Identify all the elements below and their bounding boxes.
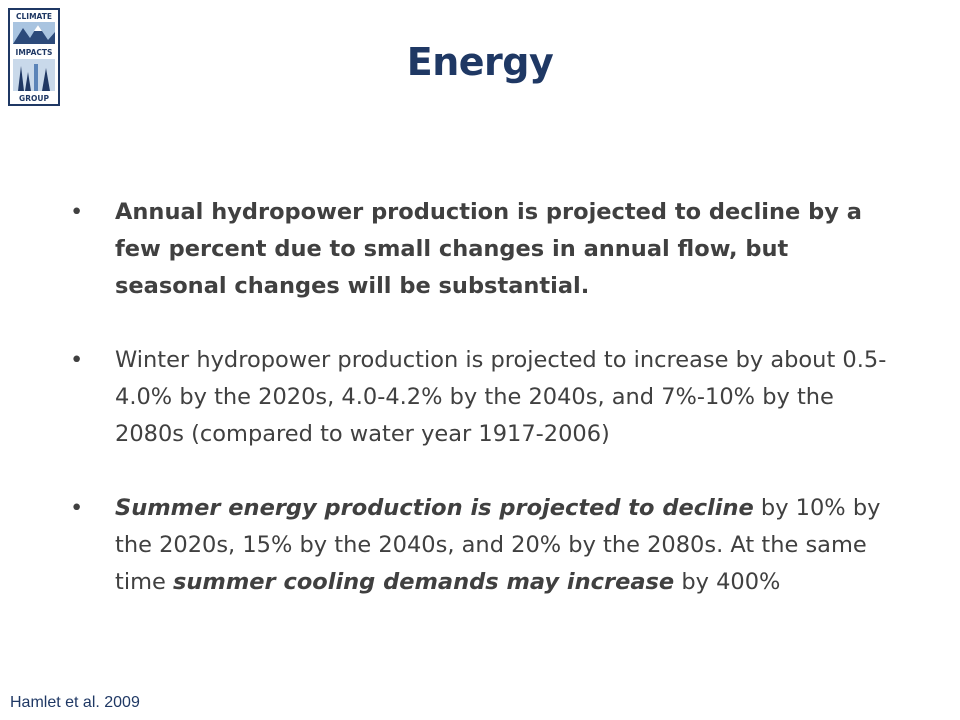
logo-text-group: GROUP	[19, 94, 49, 103]
bullet-list: • Annual hydropower production is projec…	[70, 194, 890, 638]
logo-text-impacts: IMPACTS	[16, 48, 53, 57]
bullet-item-2: • Winter hydropower production is projec…	[70, 342, 890, 453]
emphasis-summer-decline: Summer energy production is projected to…	[115, 495, 754, 521]
bullet-item-3: • Summer energy production is projected …	[70, 490, 890, 601]
logo-text-climate: CLIMATE	[16, 12, 52, 21]
emphasis-cooling-demand: summer cooling demands may increase	[173, 569, 675, 595]
citation: Hamlet et al. 2009	[10, 694, 140, 711]
bullet-item-1: • Annual hydropower production is projec…	[70, 194, 890, 305]
slide-title: Energy	[406, 40, 554, 84]
climate-impacts-group-logo: CLIMATE IMPACTS GROUP	[8, 8, 60, 106]
bullet-symbol: •	[70, 199, 84, 225]
bullet-text-summer: Summer energy production is projected to…	[115, 490, 890, 601]
bullet-text-winter: Winter hydropower production is projecte…	[115, 347, 887, 447]
bullet-text-annual: Annual hydropower production is projecte…	[115, 199, 862, 299]
summer-decline-detail: by 10% by the 2020s, 15% by the 2040s, a…	[115, 495, 881, 595]
cooling-demand-detail: by 400%	[674, 569, 781, 595]
bullet-symbol: •	[70, 495, 84, 521]
bullet-symbol: •	[70, 347, 84, 373]
